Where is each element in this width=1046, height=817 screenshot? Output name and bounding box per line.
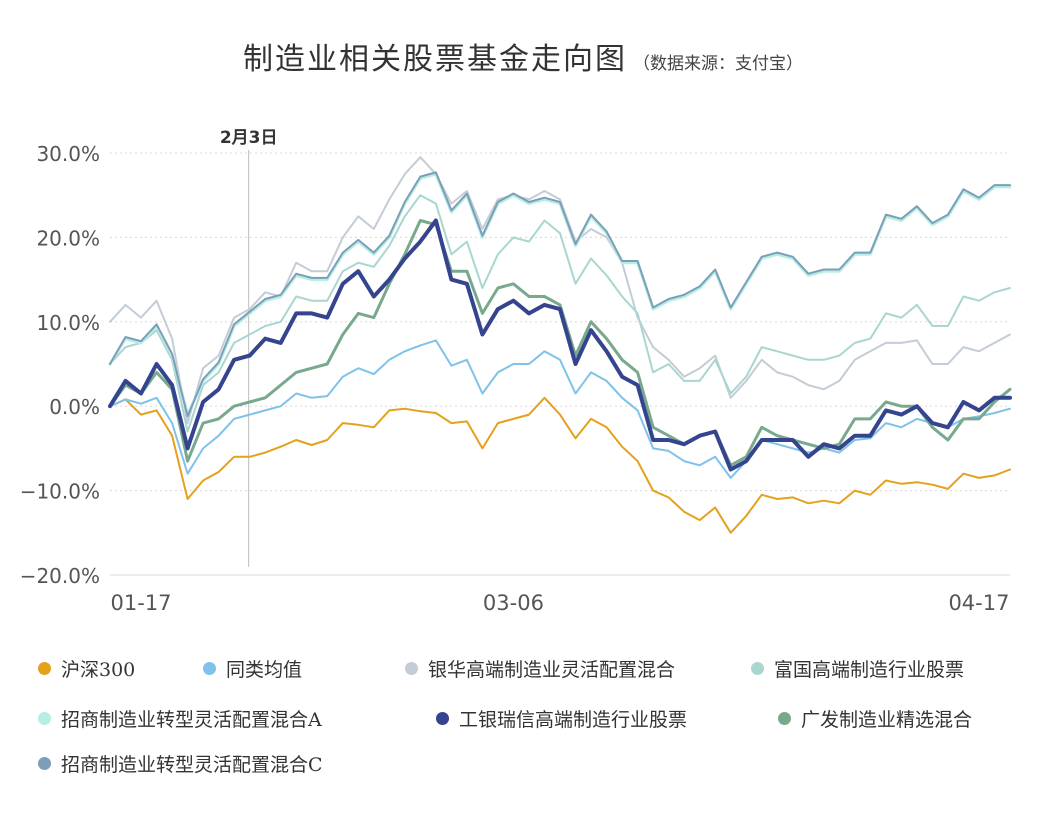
x-axis: 01-17 03-06 04-17	[111, 591, 1010, 615]
y-tick-label: −20.0%	[20, 564, 100, 588]
legend-item: 富国高端制造行业股票	[751, 655, 964, 682]
grid-lines	[110, 152, 1010, 576]
y-axis: 30.0% 20.0% 10.0% 0.0% −10.0% −20.0%	[20, 142, 100, 588]
y-tick-label: 20.0%	[36, 226, 100, 250]
x-tick-label: 04-17	[948, 591, 1009, 615]
y-tick-label: −10.0%	[20, 480, 100, 504]
series-line-0	[109, 396, 1011, 534]
legend-label: 银华高端制造业灵活配置混合	[428, 659, 676, 681]
legend-label: 招商制造业转型灵活配置混合A	[61, 709, 322, 731]
series-line-5	[109, 171, 1011, 418]
series-line-6	[108, 219, 1012, 467]
series-line-1	[109, 339, 1011, 479]
x-tick-label: 03-06	[483, 591, 544, 615]
chart-title: 制造业相关股票基金走向图	[243, 42, 627, 77]
legend-item: 沪深300	[38, 655, 135, 682]
legend-item: 银华高端制造业灵活配置混合	[405, 655, 675, 682]
legend-item: 招商制造业转型灵活配置混合A	[38, 705, 322, 732]
legend-swatch	[778, 712, 791, 725]
legend-item: 同类均值	[203, 655, 302, 682]
series-line-3	[109, 194, 1011, 433]
legend-label: 同类均值	[226, 659, 303, 681]
y-tick-label: 30.0%	[36, 142, 100, 166]
legend-swatch	[203, 662, 216, 675]
y-tick-label: 10.0%	[36, 311, 100, 335]
legend: 沪深300 同类均值 银华高端制造业灵活配置混合 富国高端制造行业股票招商制造业转型灵…	[38, 655, 1028, 785]
series-line-7	[108, 218, 1012, 472]
series-lines	[108, 156, 1012, 534]
legend-label: 沪深300	[61, 659, 136, 681]
chart-subtitle: （数据来源：支付宝）	[633, 54, 803, 74]
legend-swatch	[38, 662, 51, 675]
legend-item: 工银瑞信高端制造行业股票	[436, 705, 687, 732]
x-tick-label: 01-17	[111, 591, 172, 615]
legend-label: 工银瑞信高端制造行业股票	[459, 709, 688, 731]
y-tick-label: 0.0%	[49, 395, 100, 419]
legend-label: 招商制造业转型灵活配置混合C	[61, 754, 323, 776]
annotation: 2月3日	[220, 128, 278, 567]
series-line-4	[108, 172, 1012, 417]
legend-item: 招商制造业转型灵活配置混合C	[38, 750, 323, 777]
annotation-label: 2月3日	[220, 128, 278, 148]
legend-swatch	[38, 712, 51, 725]
series-line-2	[109, 156, 1011, 425]
legend-swatch	[38, 757, 51, 770]
legend-label: 广发制造业精选混合	[801, 709, 973, 731]
legend-swatch	[405, 662, 418, 675]
legend-label: 富国高端制造行业股票	[774, 659, 965, 681]
chart-title-bar: 制造业相关股票基金走向图 （数据来源：支付宝）	[0, 34, 1046, 78]
legend-item: 广发制造业精选混合	[778, 705, 972, 732]
legend-swatch	[436, 712, 449, 725]
legend-swatch	[751, 662, 764, 675]
